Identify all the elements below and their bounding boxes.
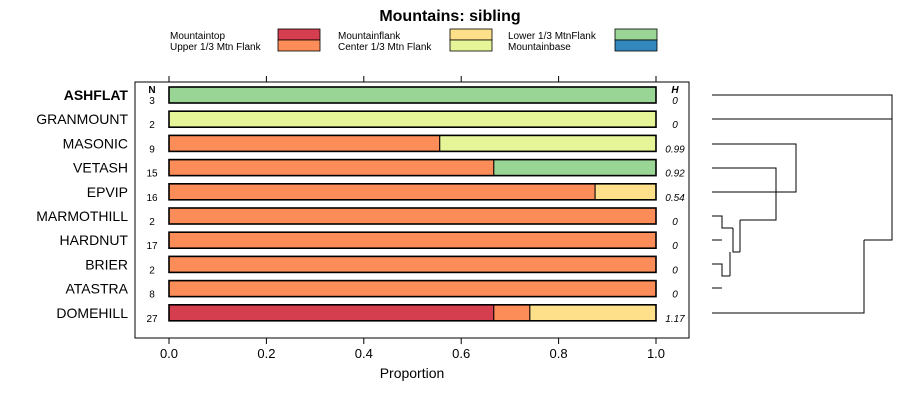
bar-rows: ASHFLAT 3 0 GRANMOUNT 2 0 MASONIC 9 0.99 VETASH 15… [36,86,685,325]
x-tick-label: 0.0 [160,346,178,361]
bar-outline [168,207,657,225]
bar-outline [168,183,657,201]
x-tick-label: 0.6 [452,346,470,361]
row-h-value: 0 [672,96,678,107]
row-h-value: 0.99 [665,144,685,155]
row-label: VETASH [73,160,128,176]
h-column-header: H [671,85,679,96]
plot-frame [134,81,690,339]
bar-segment [594,183,657,201]
legend-label: Mountainflank [338,31,401,42]
bar-segment [168,255,657,273]
legend-swatch [449,28,493,41]
x-tick-label: 0.8 [550,346,568,361]
bar-outline [168,303,657,322]
row-label: BRIER [85,256,128,272]
x-tick-label: 0.2 [257,346,275,361]
bar-outline [168,255,657,274]
bar-segment [168,231,657,249]
row-h-value: 0 [672,241,678,252]
row-label: MASONIC [63,135,128,151]
bar-outline [168,110,657,128]
bar-outline [168,158,657,177]
bar-outline [168,134,657,153]
legend-swatch [277,28,321,41]
row-n-value: 2 [149,265,155,276]
row-label: EPVIP [87,184,128,200]
row-n-value: 27 [146,314,158,325]
legend-label: Mountainbase [508,42,571,53]
row-h-value: 0 [672,290,678,301]
bar-segment [529,304,657,322]
bar-segment [168,207,657,225]
row-n-value: 2 [149,120,155,131]
bar-outline [168,279,657,298]
bar-segment [439,134,657,152]
bar-segment [168,183,596,201]
row-n-value: 16 [146,193,158,204]
bar-segment [493,159,657,177]
bar-outline [168,86,657,104]
row-h-value: 0.92 [665,169,685,180]
row-h-value: 0 [672,120,678,131]
n-column-header: N [148,85,155,96]
bar-segment [168,110,657,128]
legend-swatch [449,39,493,52]
row-n-value: 17 [146,241,158,252]
x-tick-label: 0.4 [355,346,373,361]
row-label: DOMEHILL [56,305,128,321]
row-label: MARMOTHILL [36,208,128,224]
row-h-value: 0 [672,217,678,228]
row-label: ASHFLAT [64,87,129,103]
row-label: ATASTRA [66,281,129,297]
row-h-value: 1.17 [665,314,685,325]
legend-label: Lower 1/3 MtnFlank [508,31,597,42]
chart-title: Mountains: sibling [379,8,520,25]
dendrogram [712,94,893,314]
bar-segment [168,86,657,104]
bar-segment [168,304,495,322]
legend-swatch [614,28,658,41]
row-n-value: 9 [149,144,155,155]
x-axis-title: Proportion [380,365,445,381]
row-n-value: 15 [146,169,158,180]
row-h-value: 0.54 [665,193,685,204]
row-n-value: 3 [149,96,155,107]
x-axis: 0.0 0.2 0.4 0.6 0.8 1.0 [160,76,665,361]
row-n-value: 8 [149,290,155,301]
bar-outline [168,231,657,249]
legend-label: Upper 1/3 Mtn Flank [170,42,262,53]
bar-segment [168,159,495,177]
legend-label: Center 1/3 Mtn Flank [338,42,432,53]
row-n-value: 2 [149,217,155,228]
row-label: HARDNUT [60,232,129,248]
legend-swatch [614,39,658,52]
x-tick-label: 1.0 [647,346,665,361]
row-h-value: 0 [672,265,678,276]
legend-label: Mountaintop [170,31,225,42]
bar-segment [168,280,657,298]
bar-segment [493,304,531,322]
legend-swatch [277,39,321,52]
row-label: GRANMOUNT [36,111,128,127]
dendrogram-branches [712,94,893,314]
bar-segment [168,134,441,152]
